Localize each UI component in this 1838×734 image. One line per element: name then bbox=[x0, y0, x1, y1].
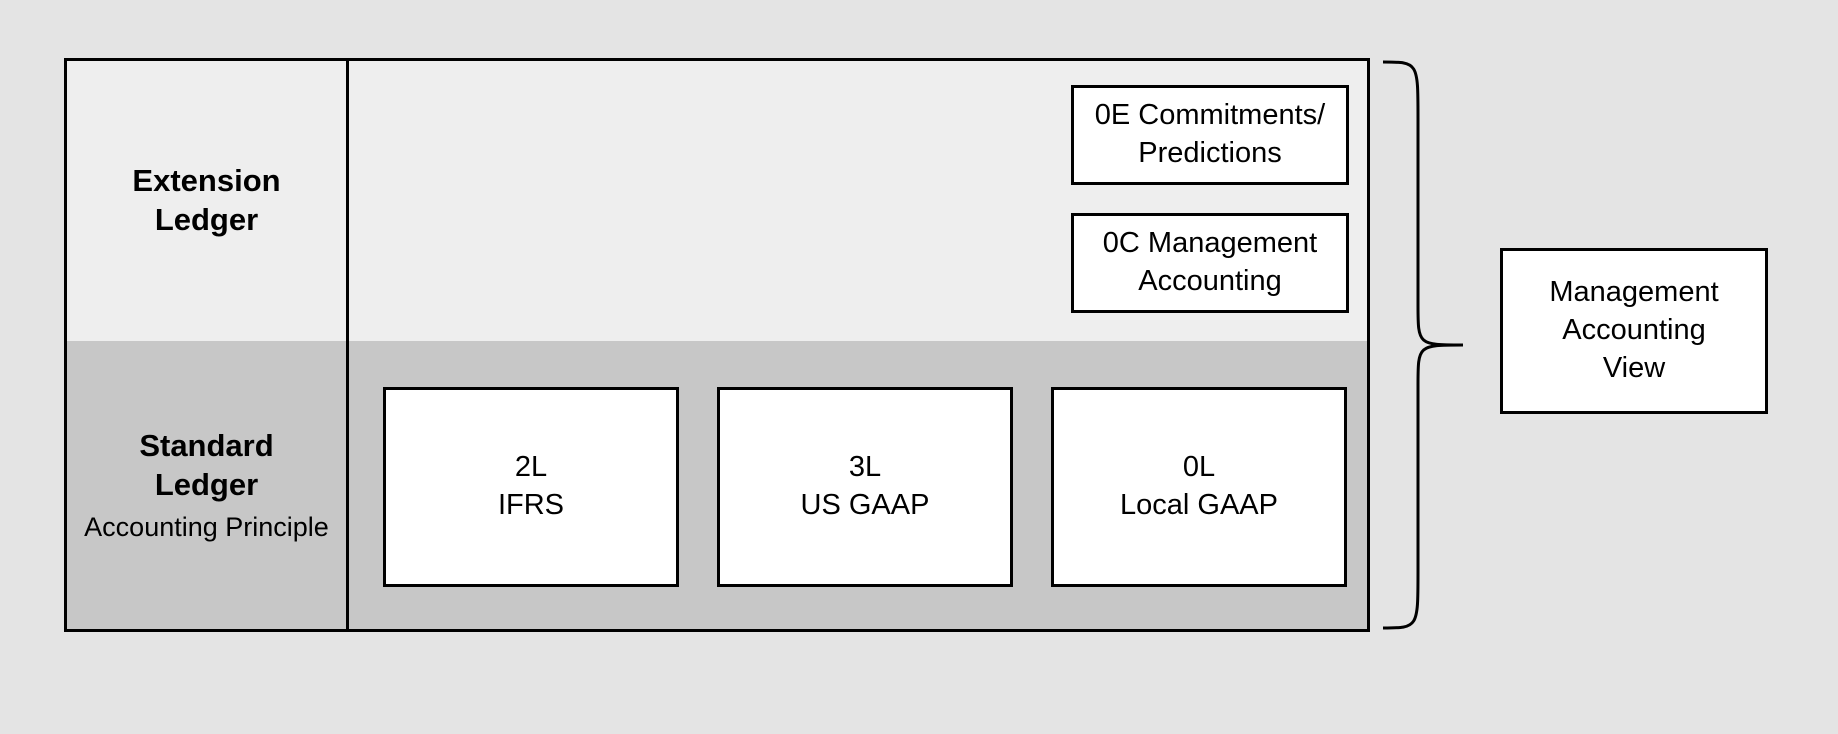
mav-line2: Accounting bbox=[1562, 312, 1706, 350]
mav-line1: Management bbox=[1549, 274, 1718, 312]
extension-ledger-title: Extension Ledger bbox=[132, 162, 280, 240]
box-0l-localgaap: 0L Local GAAP bbox=[1051, 387, 1347, 587]
management-accounting-view-box: Management Accounting View bbox=[1500, 248, 1768, 414]
brace-icon bbox=[1378, 58, 1468, 632]
brace-path bbox=[1383, 62, 1463, 628]
box-3l-line2: US GAAP bbox=[801, 487, 930, 525]
extension-ledger-label-cell: Extension Ledger bbox=[67, 61, 349, 341]
standard-ledger-row: Standard Ledger Accounting Principle 2L … bbox=[67, 341, 1367, 629]
box-0l-line1: 0L bbox=[1183, 449, 1215, 487]
box-2l-line2: IFRS bbox=[498, 487, 564, 525]
diagram-canvas: Extension Ledger 0E Commitments/ Predict… bbox=[0, 0, 1838, 734]
box-3l-usgaap: 3L US GAAP bbox=[717, 387, 1013, 587]
accounting-principle-subtitle: Accounting Principle bbox=[84, 512, 329, 543]
ledger-table: Extension Ledger 0E Commitments/ Predict… bbox=[64, 58, 1370, 632]
box-3l-line1: 3L bbox=[849, 449, 881, 487]
extension-ledger-row: Extension Ledger 0E Commitments/ Predict… bbox=[67, 61, 1367, 341]
box-0l-line2: Local GAAP bbox=[1120, 487, 1278, 525]
extension-title-line2: Ledger bbox=[155, 202, 258, 237]
box-0e-line1: 0E Commitments/ bbox=[1095, 97, 1325, 135]
box-0c-line2: Accounting bbox=[1138, 263, 1282, 301]
standard-title-line2: Ledger bbox=[155, 467, 258, 502]
box-0e-commitments: 0E Commitments/ Predictions bbox=[1071, 85, 1349, 185]
box-0e-line2: Predictions bbox=[1138, 135, 1281, 173]
extension-title-line1: Extension bbox=[132, 163, 280, 198]
box-2l-line1: 2L bbox=[515, 449, 547, 487]
box-2l-ifrs: 2L IFRS bbox=[383, 387, 679, 587]
box-0c-management: 0C Management Accounting bbox=[1071, 213, 1349, 313]
box-0c-line1: 0C Management bbox=[1103, 225, 1317, 263]
standard-ledger-title: Standard Ledger bbox=[139, 427, 273, 505]
standard-ledger-label-cell: Standard Ledger Accounting Principle bbox=[67, 341, 349, 629]
mav-line3: View bbox=[1603, 350, 1665, 388]
standard-title-line1: Standard bbox=[139, 428, 273, 463]
